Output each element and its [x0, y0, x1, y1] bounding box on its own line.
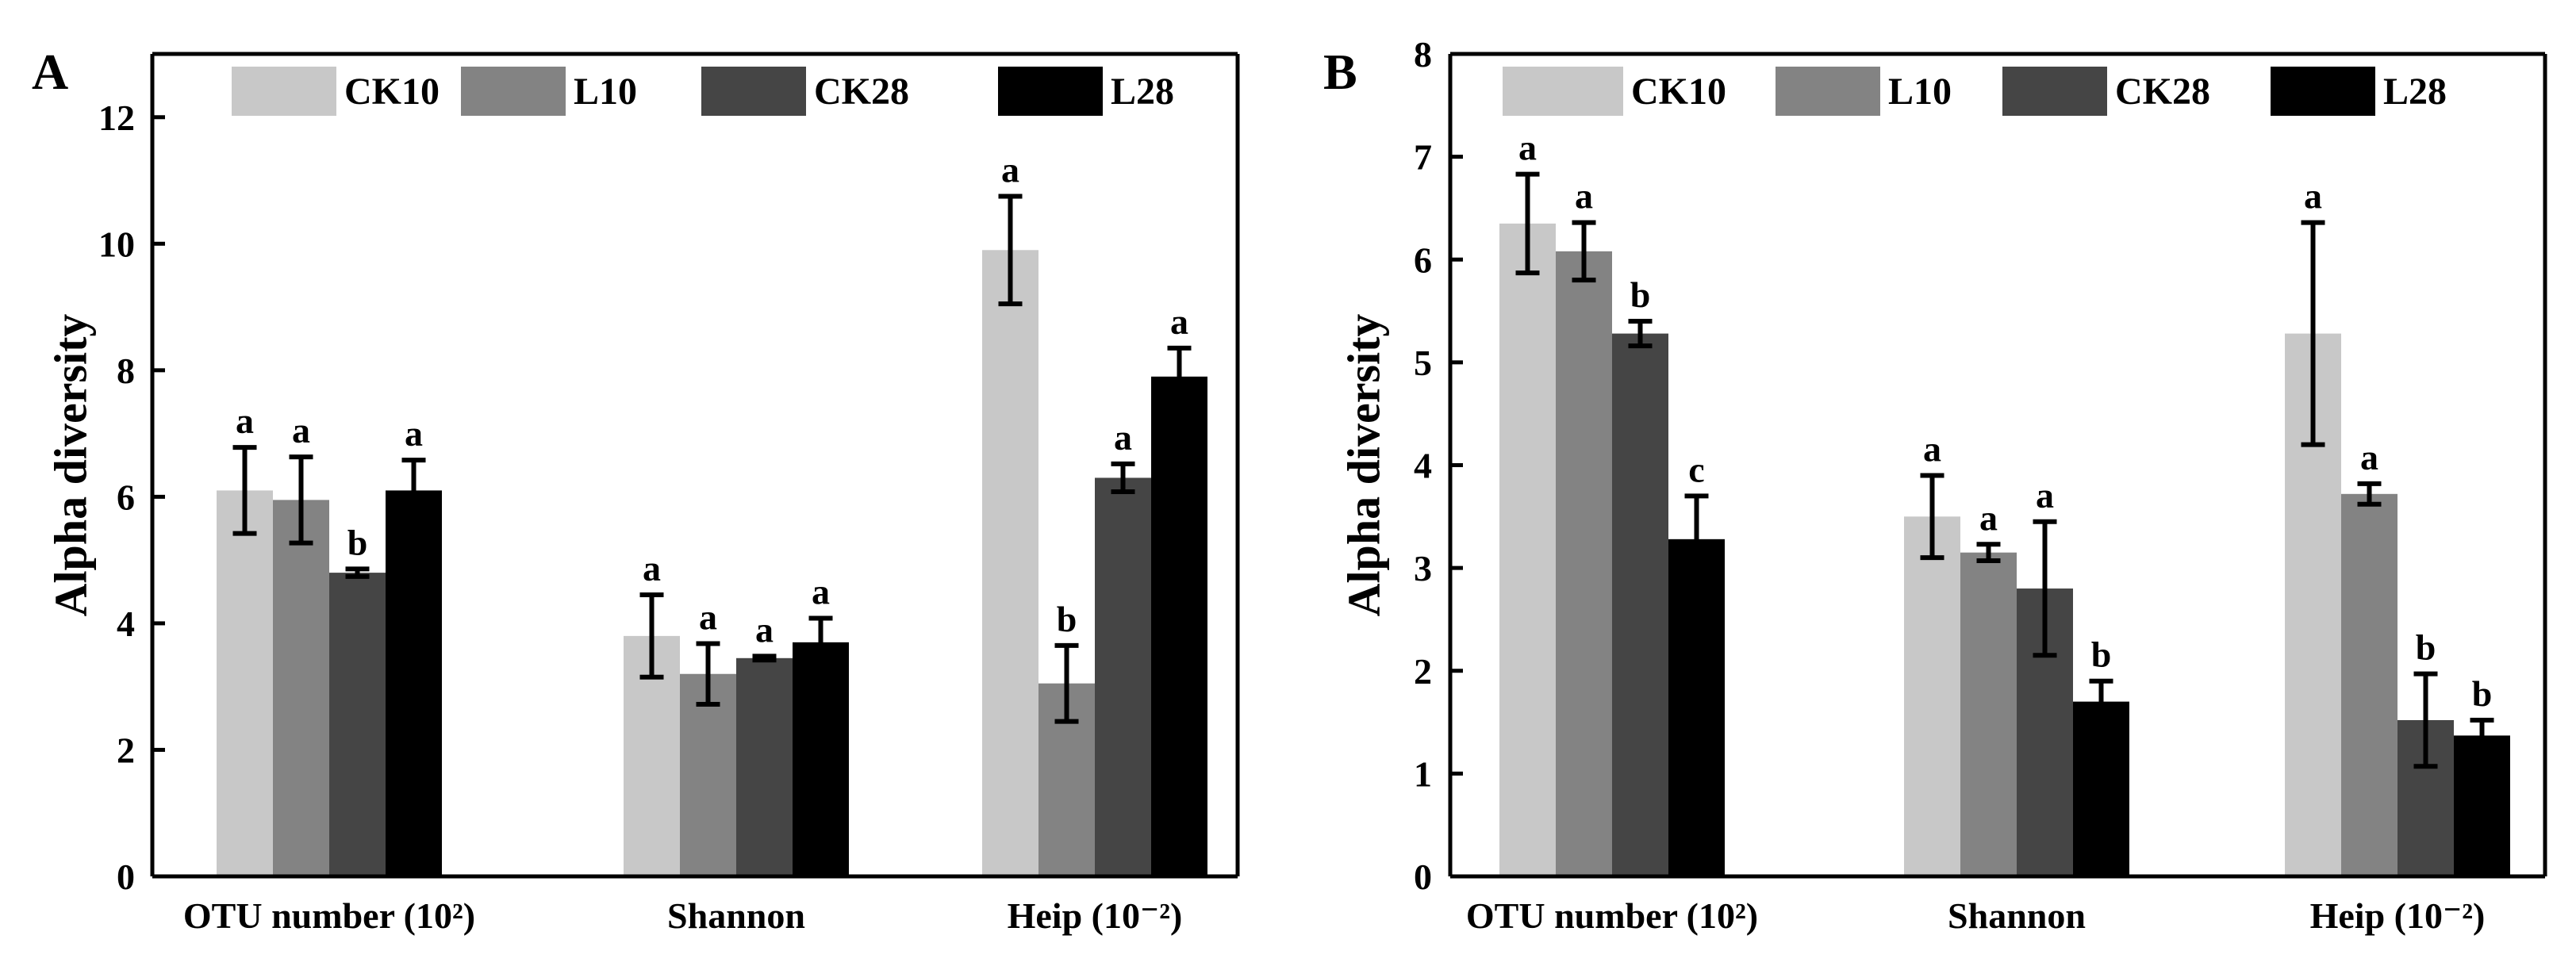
legend-swatch-CK10: [232, 67, 336, 116]
panel-label: A: [32, 44, 68, 100]
y-tick-label: 2: [1414, 651, 1432, 692]
y-tick-label: 6: [117, 477, 135, 517]
y-tick-label: 3: [1414, 548, 1432, 588]
bar-CK28-0: [1612, 333, 1668, 877]
significance-letter: a: [405, 413, 423, 454]
legend-label: CK10: [1631, 71, 1726, 113]
significance-letter: c: [1688, 449, 1704, 489]
significance-letter: a: [699, 596, 717, 637]
x-category-label: Heip (10⁻²): [1008, 895, 1183, 936]
legend-swatch-CK28: [2002, 67, 2107, 116]
significance-letter: b: [2091, 634, 2112, 675]
bar-L10-0: [1556, 251, 1612, 876]
bar-L10-2: [2341, 493, 2397, 876]
x-category-label: Heip (10⁻²): [2310, 895, 2486, 936]
legend-swatch-L28: [998, 67, 1103, 116]
legend-swatch-L10: [1776, 67, 1880, 116]
bar-L28-2: [2454, 735, 2510, 876]
bar-CK28-0: [329, 573, 386, 876]
y-tick-label: 4: [117, 604, 135, 644]
legend-label: CK28: [2115, 71, 2210, 113]
legend-label: CK10: [344, 71, 440, 113]
significance-letter: a: [2036, 475, 2054, 516]
significance-letter: b: [347, 522, 368, 562]
bar-CK28-2: [1095, 477, 1151, 876]
panel-label: B: [1323, 44, 1357, 100]
significance-letter: b: [2416, 627, 2436, 668]
y-tick-label: 0: [1414, 857, 1432, 897]
legend-swatch-CK10: [1503, 67, 1623, 116]
significance-letter: a: [2304, 176, 2322, 217]
legend-label: L10: [574, 71, 637, 113]
x-category-label: OTU number (10²): [1466, 895, 1758, 936]
bar-L10-0: [273, 500, 329, 876]
y-axis-title: Alpha diversity: [44, 314, 96, 617]
y-tick-label: 5: [1414, 343, 1432, 383]
legend-swatch-CK28: [701, 67, 806, 116]
legend-label: L28: [1111, 71, 1174, 113]
bar-L10-1: [680, 673, 736, 876]
y-axis-title: Alpha diversity: [1338, 314, 1389, 617]
x-category-label: Shannon: [667, 895, 805, 936]
significance-letter: a: [1170, 301, 1188, 342]
bar-L28-0: [386, 490, 442, 876]
significance-letter: a: [1001, 149, 1019, 190]
legend-label: CK28: [814, 71, 909, 113]
bar-CK10-2: [982, 250, 1038, 876]
significance-letter: a: [755, 609, 774, 650]
y-tick-label: 8: [117, 351, 135, 391]
significance-letter: a: [1114, 417, 1132, 458]
legend-swatch-L28: [2271, 67, 2375, 116]
bar-L28-2: [1151, 376, 1207, 876]
significance-letter: a: [292, 410, 310, 450]
bar-CK10-0: [217, 490, 273, 876]
significance-letter: b: [1630, 274, 1651, 315]
significance-letter: a: [1923, 428, 1941, 469]
bar-L10-1: [1960, 552, 2017, 876]
y-tick-label: 0: [117, 857, 135, 897]
legend-swatch-L10: [461, 67, 566, 116]
significance-letter: b: [1057, 599, 1077, 639]
significance-letter: a: [643, 548, 661, 588]
bar-CK10-1: [1904, 516, 1960, 876]
bar-CK28-1: [736, 657, 793, 876]
significance-letter: a: [1575, 176, 1593, 217]
y-tick-label: 4: [1414, 446, 1432, 486]
legend: CK10 L10 CK28 L28: [232, 67, 1174, 116]
y-tick-label: 2: [117, 730, 135, 770]
bar-L28-0: [1668, 539, 1725, 876]
significance-letter: b: [2472, 673, 2493, 714]
y-tick-label: 10: [98, 224, 135, 264]
y-tick-label: 7: [1414, 137, 1432, 178]
significance-letter: a: [1979, 497, 1998, 538]
significance-letter: a: [236, 401, 254, 441]
y-tick-label: 6: [1414, 240, 1432, 280]
y-tick-label: 8: [1414, 34, 1432, 75]
y-tick-label: 12: [98, 98, 135, 138]
significance-letter: a: [812, 572, 830, 612]
bar-L28-1: [2073, 701, 2129, 876]
bar-L28-1: [793, 642, 849, 876]
x-category-label: OTU number (10²): [183, 895, 475, 936]
bar-CK10-0: [1499, 223, 1556, 877]
significance-letter: a: [1518, 128, 1537, 168]
legend: CK10 L10 CK28 L28: [1503, 67, 2447, 116]
legend-label: L10: [1888, 71, 1952, 113]
y-tick-label: 1: [1414, 753, 1432, 794]
x-category-label: Shannon: [1948, 895, 2086, 936]
legend-label: L28: [2383, 71, 2447, 113]
significance-letter: a: [2360, 437, 2378, 477]
